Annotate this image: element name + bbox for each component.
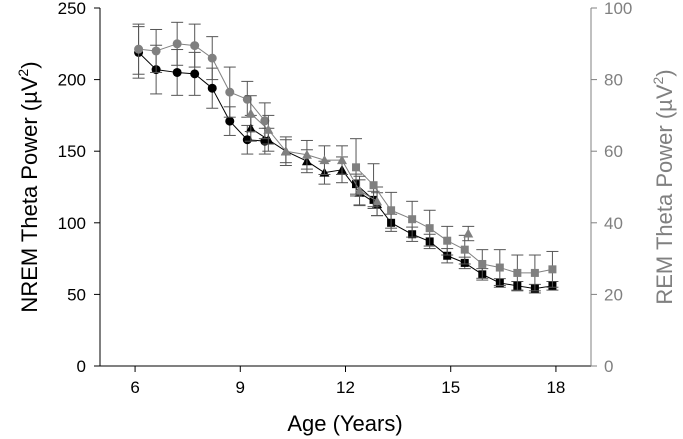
data-point-circle (225, 116, 235, 126)
y-right-tick-label: 80 (604, 71, 623, 90)
data-point-square (530, 268, 539, 277)
data-point-square (408, 215, 417, 224)
data-point-triangle (372, 196, 383, 206)
x-tick-label: 15 (441, 378, 460, 397)
y-right-tick-label: 20 (604, 285, 623, 304)
data-point-square (352, 163, 361, 172)
y-left-tick-label: 250 (58, 0, 86, 18)
series-line-segment (246, 98, 266, 122)
data-point-square (478, 259, 487, 268)
plot-area (99, 8, 592, 367)
data-point-circle (172, 39, 182, 49)
data-point-triangle (245, 108, 256, 118)
x-axis-title: Age (Years) (287, 411, 402, 436)
data-point-square (460, 245, 469, 254)
x-tick-label: 18 (546, 378, 565, 397)
series-1 (132, 21, 559, 292)
y-right-tick-label: 100 (604, 0, 632, 18)
data-point-triangle (354, 185, 365, 195)
y-axis-left-title-text: NREM Theta Power (µV (17, 76, 42, 312)
y-left-tick-label: 50 (67, 285, 86, 304)
data-point-square (443, 251, 452, 260)
y-axis-right-title-close: ) (652, 69, 677, 76)
y-axis-left-title-sup: 2 (15, 69, 31, 77)
y-left-tick-label: 200 (58, 71, 86, 90)
data-point-circle (242, 135, 252, 145)
series-2 (462, 225, 475, 242)
series-line-segment (211, 87, 231, 122)
data-point-square (495, 263, 504, 272)
data-point-triangle (280, 146, 291, 156)
data-point-triangle (336, 155, 347, 165)
series-layer (132, 21, 559, 294)
data-point-triangle (263, 124, 274, 134)
data-point-circle (190, 41, 200, 51)
data-point-square (387, 206, 396, 215)
data-point-square (548, 265, 557, 274)
series-0 (132, 26, 559, 294)
series-line-segment (341, 159, 360, 191)
y-axis-left-title-close: ) (17, 61, 42, 68)
ticks-layer: 6 9 12 15 18 0 50 100 150 200 250 0 20 40 60 80 100 (58, 0, 633, 397)
data-point-square (369, 181, 378, 190)
data-point-circle (134, 44, 144, 54)
y-left-tick-label: 100 (58, 214, 86, 233)
data-point-triangle (301, 149, 312, 159)
y-left-tick-label: 0 (77, 357, 86, 376)
y-axis-right-title: REM Theta Power (µV2) (650, 69, 677, 304)
data-point-circle (151, 46, 161, 56)
x-tick-label: 9 (236, 378, 245, 397)
data-point-circle (207, 53, 217, 63)
y-right-tick-label: 0 (604, 357, 613, 376)
series-line-segment (373, 184, 392, 211)
series-line-segment (211, 57, 231, 93)
data-point-circle (172, 67, 182, 77)
x-tick-label: 6 (130, 378, 139, 397)
y-axis-right-title-sup: 2 (650, 77, 666, 85)
data-point-square (425, 224, 434, 233)
data-point-circle (242, 94, 252, 104)
y-axis-right-title-text: REM Theta Power (µV (652, 84, 677, 304)
y-right-tick-label: 60 (604, 142, 623, 161)
y-right-tick-label: 40 (604, 214, 623, 233)
x-tick-label: 12 (336, 378, 355, 397)
series-line-segment (285, 150, 308, 156)
data-point-circle (225, 87, 235, 97)
data-point-circle (260, 116, 270, 126)
data-point-circle (207, 83, 217, 93)
data-point-triangle (319, 155, 330, 165)
y-left-tick-label: 150 (58, 142, 86, 161)
data-point-square (443, 236, 452, 245)
data-point-circle (190, 69, 200, 79)
data-point-square (513, 268, 522, 277)
data-point-triangle (463, 228, 474, 238)
y-axis-left-title: NREM Theta Power (µV2) (15, 61, 42, 312)
